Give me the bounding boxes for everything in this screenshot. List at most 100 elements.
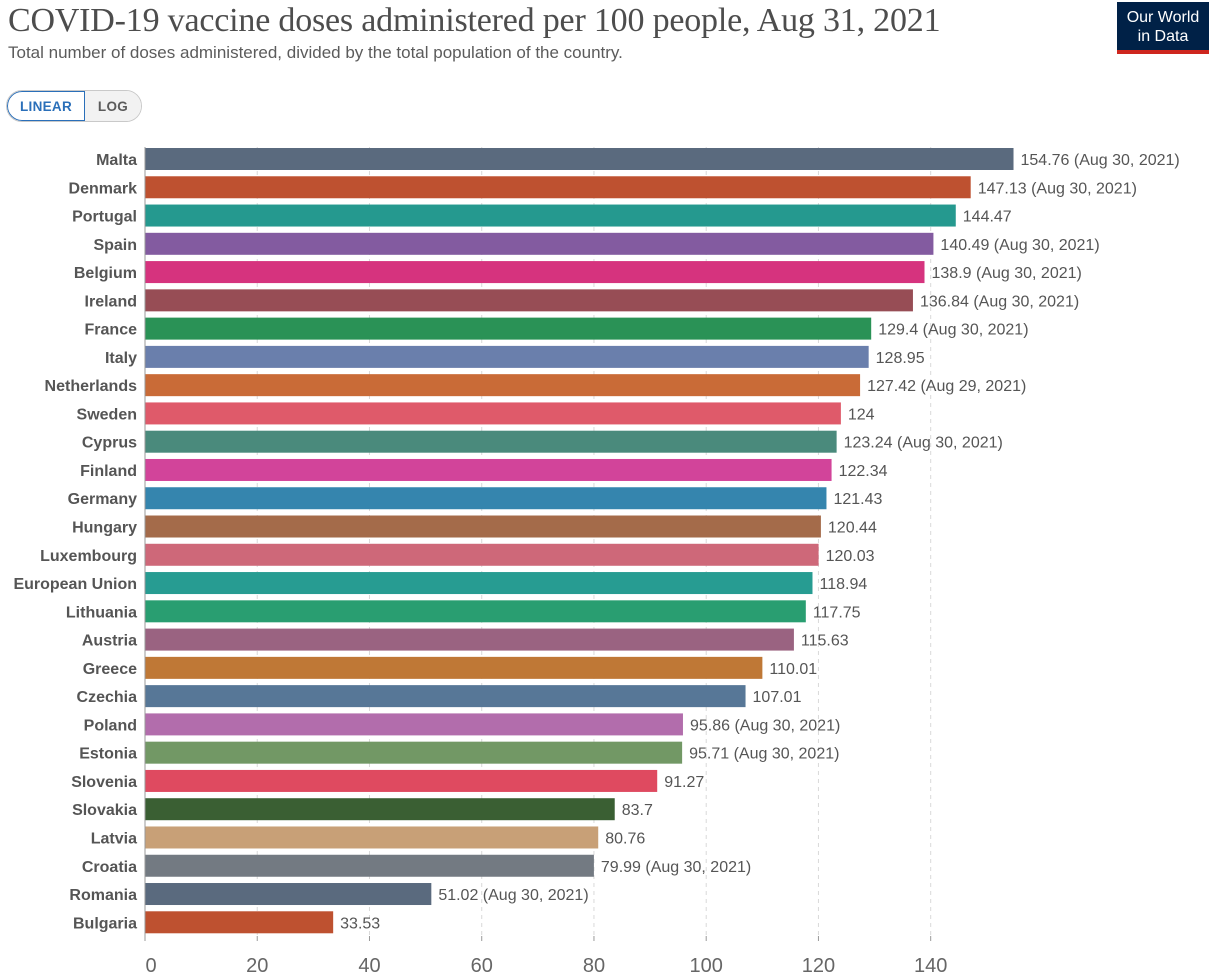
x-tick-label: 0: [145, 955, 156, 977]
bar-value-label: 140.49 (Aug 30, 2021): [940, 237, 1099, 254]
bar-category-label: Austria: [82, 633, 137, 650]
x-axis: 0 20 40 60 80 100 120 140: [144, 147, 947, 977]
bar-value-label: 127.42 (Aug 29, 2021): [867, 378, 1026, 395]
chart-title: COVID-19 vaccine doses administered per …: [8, 2, 941, 39]
bar[interactable]: [145, 798, 615, 821]
bar-category-label: Italy: [105, 350, 137, 367]
bar[interactable]: [145, 656, 763, 679]
bar-value-label: 123.24 (Aug 30, 2021): [844, 435, 1003, 452]
bar-category-label: Greece: [83, 661, 137, 678]
bar[interactable]: [145, 487, 827, 510]
bar-value-label: 124: [848, 406, 875, 423]
owid-logo[interactable]: Our World in Data: [1117, 2, 1209, 54]
bar-value-label: 118.94: [819, 576, 867, 593]
bar-category-label: Belgium: [74, 265, 137, 282]
bar-value-label: 117.75: [813, 604, 861, 621]
bar-category-label: Hungary: [72, 520, 137, 537]
bar-value-label: 91.27: [664, 774, 704, 791]
bar-category-label: Croatia: [82, 859, 137, 876]
bar[interactable]: [145, 430, 837, 453]
bar-value-label: 110.01: [769, 661, 817, 678]
bar-value-label: 122.34: [839, 463, 888, 480]
bar[interactable]: [145, 317, 872, 340]
bar[interactable]: [145, 769, 658, 792]
chart-subtitle: Total number of doses administered, divi…: [8, 43, 623, 62]
bar-category-label: Romania: [69, 887, 137, 904]
logo-line-2: in Data: [1137, 28, 1189, 45]
bar-category-label: Denmark: [69, 180, 138, 197]
x-tick-label: 120: [802, 955, 835, 977]
bar-category-label: Germany: [68, 491, 137, 508]
bar-value-label: 95.71 (Aug 30, 2021): [689, 746, 839, 763]
bar-value-label: 79.99 (Aug 30, 2021): [601, 859, 751, 876]
bar-category-label: Ireland: [85, 293, 137, 310]
bar-value-label: 121.43: [833, 491, 882, 508]
bar[interactable]: [145, 402, 841, 425]
bar[interactable]: [145, 374, 861, 397]
bar[interactable]: [145, 628, 794, 651]
bar[interactable]: [145, 345, 869, 368]
x-tick-label: 80: [583, 955, 605, 977]
bar-category-label: Sweden: [77, 406, 137, 423]
bar-category-label: Malta: [96, 152, 137, 169]
bar-value-label: 136.84 (Aug 30, 2021): [920, 293, 1079, 310]
bar-category-label: Netherlands: [45, 378, 138, 395]
bar-value-label: 33.53: [340, 915, 380, 932]
x-tick-label: 140: [914, 955, 947, 977]
bar[interactable]: [145, 883, 432, 906]
bar[interactable]: [145, 176, 971, 199]
bar-category-label: Estonia: [79, 746, 137, 763]
bar[interactable]: [145, 261, 925, 284]
bar-value-label: 107.01: [753, 689, 802, 706]
bar-value-label: 154.76 (Aug 30, 2021): [1021, 152, 1180, 169]
bar-category-label: France: [85, 322, 138, 339]
linear-scale-button[interactable]: LINEAR: [7, 91, 85, 121]
bar-category-label: Finland: [80, 463, 137, 480]
bar[interactable]: [145, 826, 599, 849]
bar[interactable]: [145, 572, 813, 595]
bar-category-label: Slovenia: [71, 774, 137, 791]
x-tick-label: 100: [690, 955, 723, 977]
bar-value-label: 129.4 (Aug 30, 2021): [878, 322, 1028, 339]
bar-category-label: Portugal: [72, 209, 137, 226]
bar[interactable]: [145, 600, 806, 623]
x-tick-label: 40: [358, 955, 380, 977]
bar[interactable]: [145, 515, 821, 538]
bar-category-label: Lithuania: [66, 604, 137, 621]
bar-value-label: 128.95: [876, 350, 925, 367]
bar-value-label: 115.63: [801, 633, 849, 650]
bar[interactable]: [145, 148, 1014, 170]
bar-category-label: Czechia: [77, 689, 138, 706]
bar-value-label: 120.03: [826, 548, 875, 565]
bar-value-label: 95.86 (Aug 30, 2021): [690, 717, 840, 734]
bar[interactable]: [145, 911, 334, 934]
bar-value-label: 51.02 (Aug 30, 2021): [438, 887, 588, 904]
bar-category-label: Cyprus: [82, 435, 137, 452]
scale-toggle[interactable]: LINEAR LOG: [6, 90, 142, 122]
bar-category-label: Luxembourg: [40, 548, 137, 565]
bar-category-label: Slovakia: [72, 802, 137, 819]
x-tick-label: 20: [246, 955, 268, 977]
log-scale-button[interactable]: LOG: [85, 91, 141, 121]
bar-value-label: 80.76: [605, 830, 645, 847]
bar[interactable]: [145, 741, 683, 764]
bar[interactable]: [145, 854, 594, 877]
bar[interactable]: [145, 232, 934, 255]
bar[interactable]: [145, 685, 746, 708]
bar-category-label: European Union: [13, 576, 137, 593]
bar-category-label: Latvia: [91, 830, 137, 847]
bar[interactable]: [145, 289, 913, 312]
bar[interactable]: [145, 204, 956, 227]
x-tick-label: 60: [471, 955, 493, 977]
bar-category-label: Poland: [84, 717, 137, 734]
bar-value-label: 147.13 (Aug 30, 2021): [978, 180, 1137, 197]
bar[interactable]: [145, 543, 819, 566]
bar-value-label: 83.7: [622, 802, 653, 819]
bar-value-label: 138.9 (Aug 30, 2021): [932, 265, 1082, 282]
bar[interactable]: [145, 458, 832, 481]
bar-category-label: Spain: [93, 237, 137, 254]
bar-value-label: 144.47: [963, 209, 1012, 226]
bar[interactable]: [145, 713, 683, 736]
bars: Malta 154.76 (Aug 30, 2021) Denmark 147.13 …: [13, 148, 1180, 934]
